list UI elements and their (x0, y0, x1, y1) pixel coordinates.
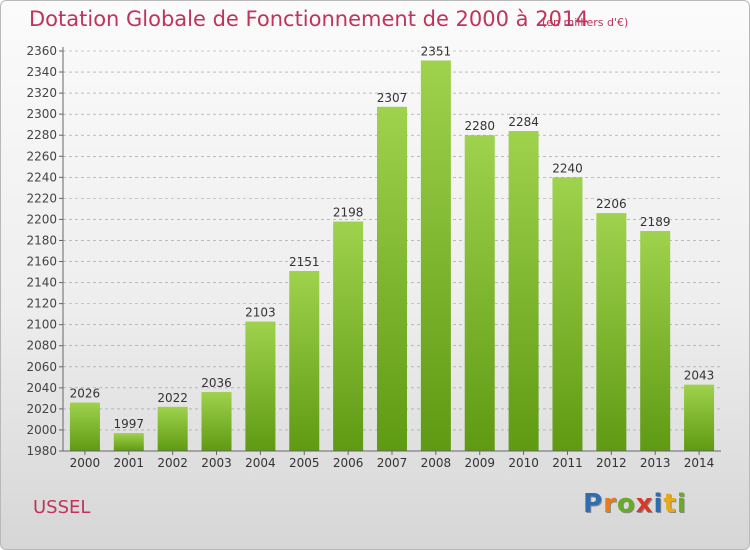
x-tick-label: 2013 (640, 456, 671, 470)
y-tick-label: 2180 (26, 233, 57, 247)
bar-2013 (640, 231, 671, 451)
bar-2000 (69, 402, 100, 451)
value-label: 2206 (596, 197, 627, 211)
bar-2002 (157, 406, 188, 451)
x-tick-label: 2007 (377, 456, 408, 470)
logo-letter: i (676, 489, 687, 519)
bar-2010 (508, 131, 539, 451)
y-tick-label: 2160 (26, 255, 57, 269)
bar-2014 (684, 384, 715, 451)
y-tick-label: 1980 (26, 444, 57, 458)
logo-letter: r (603, 489, 617, 519)
y-tick-label: 2240 (26, 170, 57, 184)
y-tick-label: 2220 (26, 191, 57, 205)
x-tick-label: 2003 (201, 456, 232, 470)
logo-letter: x (635, 489, 654, 519)
value-label: 2351 (421, 44, 452, 58)
x-tick-label: 2001 (114, 456, 145, 470)
bar-2001 (113, 433, 144, 451)
x-tick-label: 2011 (552, 456, 583, 470)
proxiti-logo: Proxiti (583, 489, 687, 519)
value-label: 2026 (70, 387, 101, 401)
y-tick-label: 2280 (26, 128, 57, 142)
value-label: 2280 (464, 119, 495, 133)
y-tick-label: 2340 (26, 65, 57, 79)
logo-letter: o (616, 489, 636, 519)
y-tick-label: 2200 (26, 212, 57, 226)
y-tick-label: 2300 (26, 107, 57, 121)
bar-2005 (289, 271, 320, 451)
value-label: 2043 (684, 369, 715, 383)
value-label: 2103 (245, 306, 276, 320)
value-label: 2036 (201, 376, 232, 390)
value-label: 2284 (508, 115, 539, 129)
y-tick-label: 2040 (26, 381, 57, 395)
y-tick-label: 2260 (26, 149, 57, 163)
x-tick-label: 2009 (464, 456, 495, 470)
x-tick-label: 2006 (333, 456, 364, 470)
value-label: 1997 (114, 417, 145, 431)
logo-letter: t (663, 489, 677, 519)
value-label: 2189 (640, 215, 671, 229)
x-tick-label: 2012 (596, 456, 627, 470)
x-tick-label: 2002 (157, 456, 188, 470)
bar-2012 (596, 213, 627, 451)
y-tick-label: 2140 (26, 276, 57, 290)
bar-2004 (245, 321, 276, 451)
x-tick-label: 2005 (289, 456, 320, 470)
y-tick-label: 2080 (26, 339, 57, 353)
y-tick-label: 2060 (26, 360, 57, 374)
value-label: 2151 (289, 255, 320, 269)
y-tick-label: 2320 (26, 86, 57, 100)
bar-2008 (420, 60, 451, 451)
logo-letter: P (583, 489, 604, 519)
logo-letter: i (653, 489, 664, 519)
chart-subtitle: (en milliers d'€) (542, 16, 629, 29)
x-tick-label: 2014 (684, 456, 715, 470)
y-tick-label: 2120 (26, 297, 57, 311)
y-tick-label: 2100 (26, 318, 57, 332)
value-label: 2198 (333, 206, 364, 220)
y-tick-label: 2000 (26, 423, 57, 437)
value-label: 2240 (552, 161, 583, 175)
y-tick-label: 2020 (26, 402, 57, 416)
bar-2007 (377, 106, 407, 451)
commune-name: USSEL (33, 497, 91, 518)
x-tick-label: 2010 (508, 456, 539, 470)
value-label: 2307 (377, 91, 408, 105)
value-label: 2022 (157, 391, 188, 405)
x-tick-label: 2004 (245, 456, 276, 470)
x-tick-label: 2008 (421, 456, 452, 470)
chart-title: Dotation Globale de Fonctionnement de 20… (29, 7, 589, 31)
bar-2009 (464, 135, 495, 452)
x-tick-label: 2000 (70, 456, 101, 470)
bar-2003 (201, 392, 232, 451)
bar-2011 (552, 177, 583, 451)
bar-2006 (333, 221, 364, 451)
y-tick-label: 2360 (26, 44, 57, 58)
